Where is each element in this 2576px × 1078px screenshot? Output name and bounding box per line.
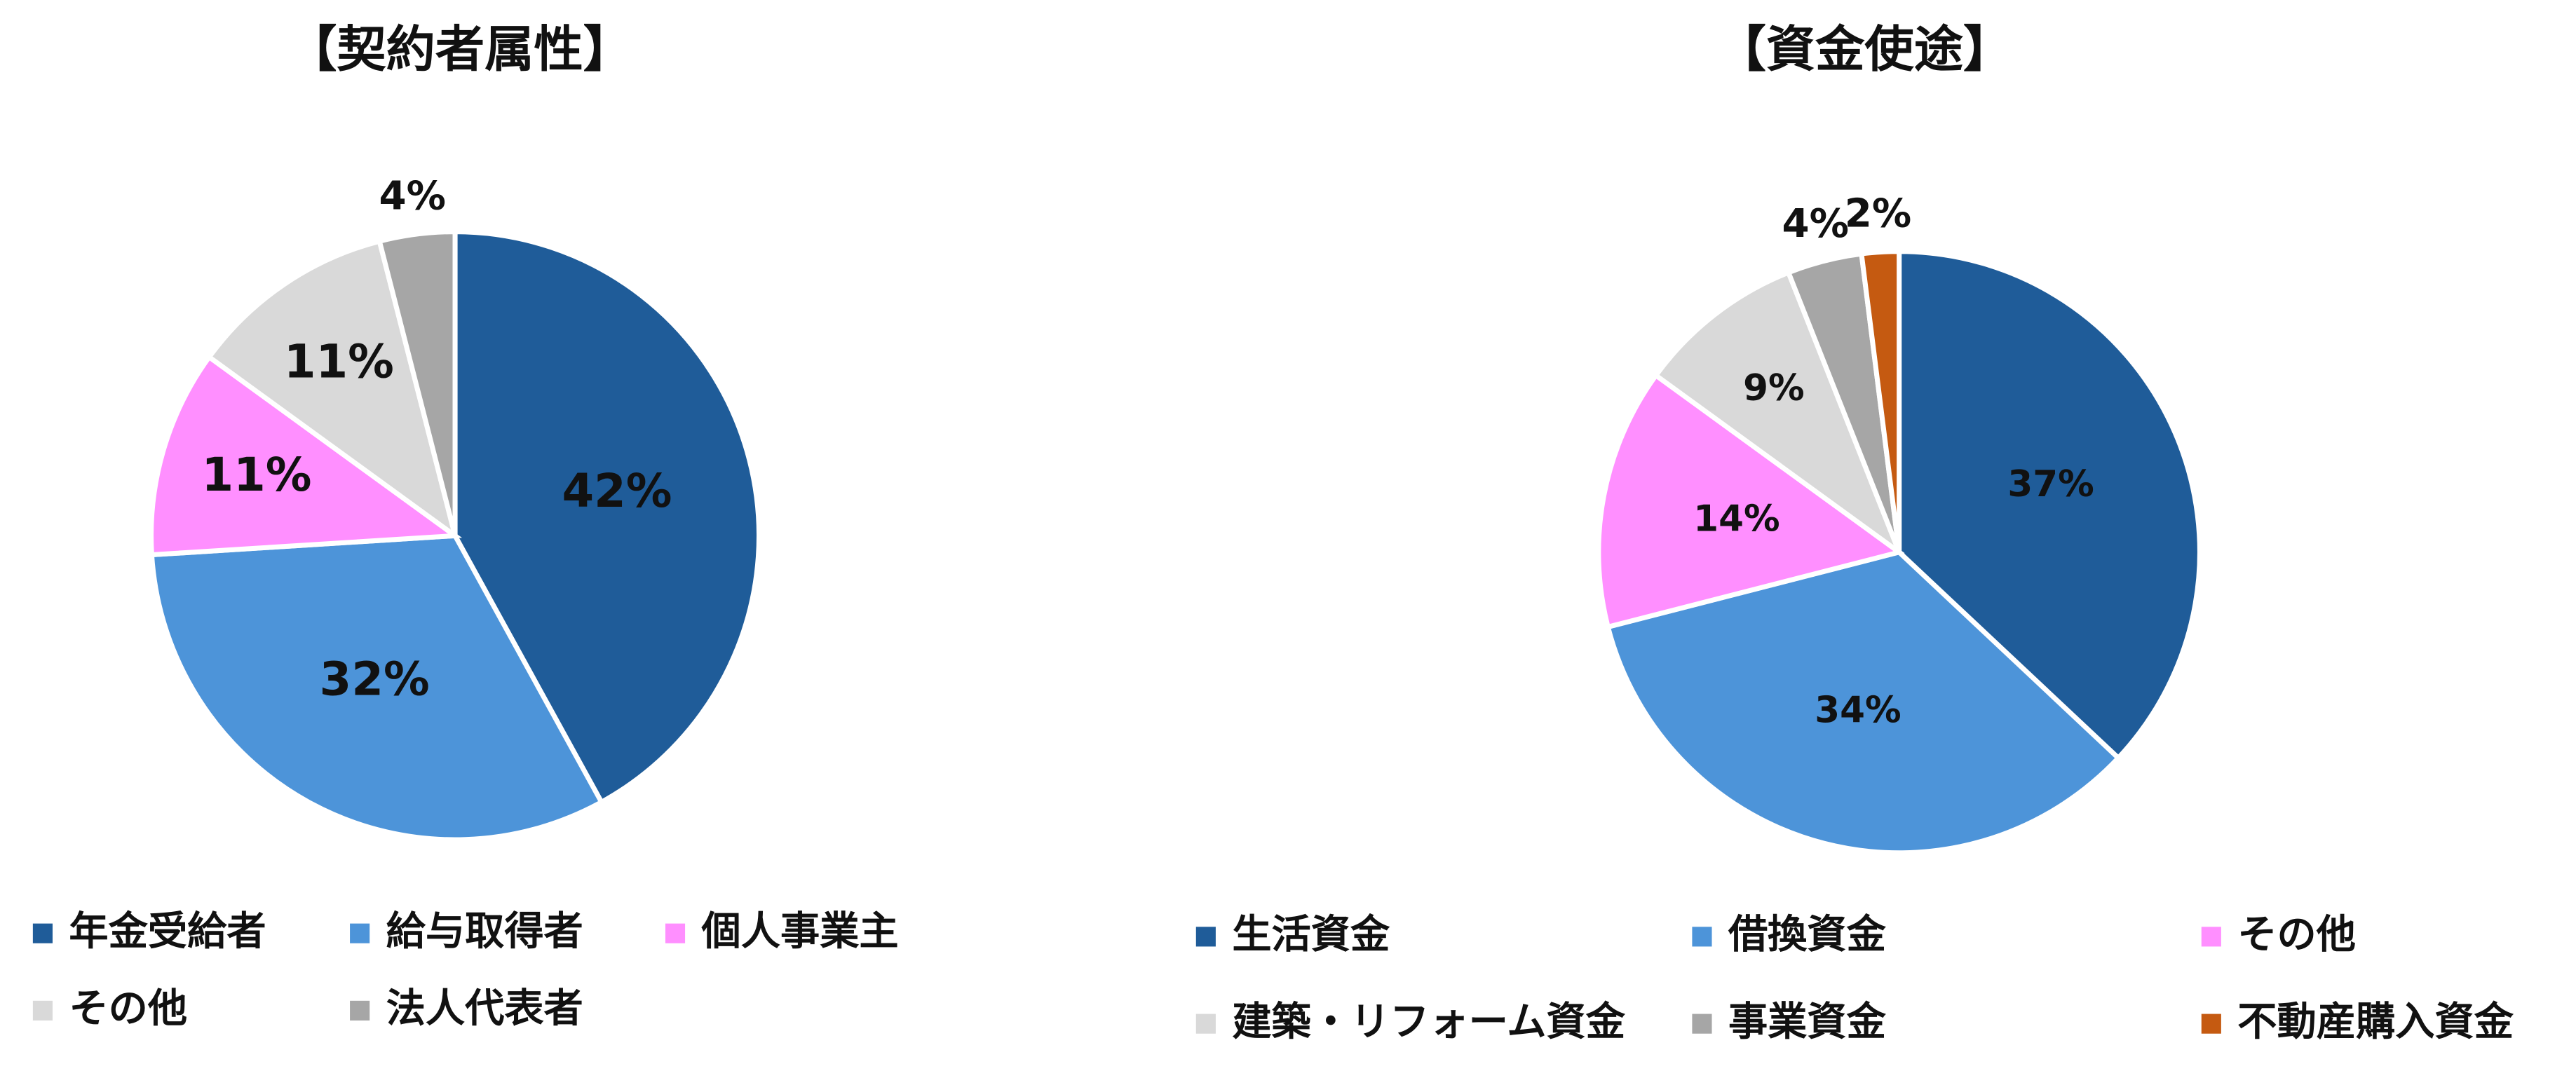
- legend-swatch: [32, 923, 53, 943]
- legend-label: 給与取得者: [386, 908, 583, 954]
- chart-title: 【契約者属性】: [287, 21, 632, 79]
- legend-label: 法人代表者: [386, 985, 583, 1031]
- data-label: 14%: [1693, 498, 1780, 540]
- data-label: 32%: [320, 653, 430, 706]
- legend-label: 事業資金: [1728, 999, 1887, 1044]
- pie-slice: [452, 229, 762, 806]
- legend-swatch: [665, 923, 686, 943]
- data-label: 11%: [284, 335, 394, 388]
- legend-swatch: [350, 923, 370, 943]
- legend-label: 年金受給者: [69, 908, 266, 954]
- legend-swatch: [32, 1000, 53, 1021]
- data-label: 34%: [1815, 689, 1901, 731]
- legend-label: その他: [2237, 912, 2356, 957]
- legend-swatch: [2201, 927, 2221, 947]
- data-label: 37%: [2007, 463, 2094, 505]
- legend-swatch: [2201, 1014, 2221, 1034]
- pie-slice: [149, 353, 463, 558]
- pie-slice: [1605, 549, 2122, 856]
- chart-title: 【資金使途】: [1717, 21, 2013, 79]
- legend-label: 個人事業主: [701, 908, 899, 954]
- data-label: 42%: [562, 465, 672, 518]
- legend-label: 生活資金: [1232, 912, 1390, 957]
- pie-slice: [376, 229, 458, 537]
- legend-label: 建築・リフォーム資金: [1232, 999, 1625, 1044]
- pie-slice: [205, 238, 459, 542]
- data-label: 11%: [201, 449, 311, 502]
- data-label: 2%: [1845, 191, 1911, 237]
- legend-swatch: [350, 1000, 370, 1021]
- pie-slice: [1897, 249, 2202, 762]
- data-label: 4%: [1782, 201, 1848, 247]
- legend-swatch: [1692, 1014, 1712, 1034]
- data-label: 9%: [1743, 367, 1804, 409]
- pie-slice: [1652, 269, 1905, 559]
- data-label: 4%: [379, 173, 446, 219]
- legend-label: 借換資金: [1728, 912, 1887, 957]
- pie-slice: [1596, 371, 1905, 630]
- legend-swatch: [1692, 927, 1712, 947]
- legend-swatch: [1195, 927, 1216, 947]
- legend-label: 不動産購入資金: [2237, 999, 2514, 1044]
- legend-label: その他: [69, 985, 187, 1031]
- pie-slice: [149, 533, 605, 842]
- pie-slice: [1858, 249, 1902, 553]
- legend-swatch: [1195, 1014, 1216, 1034]
